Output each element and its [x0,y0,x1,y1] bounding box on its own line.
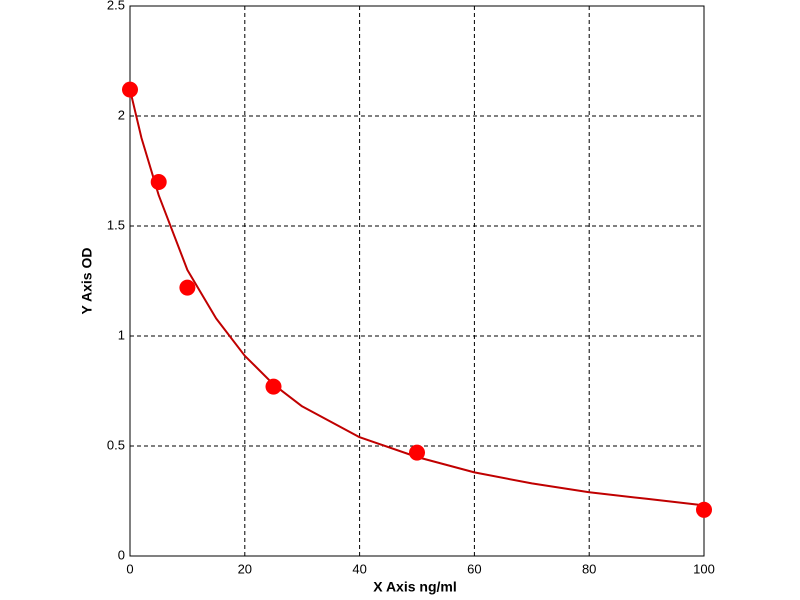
data-point [122,81,138,98]
y-tick-label: 2.5 [107,0,125,12]
y-tick-label: 1 [118,327,125,342]
x-axis-title: X Axis ng/ml [373,579,457,595]
x-tick-label: 100 [693,561,715,576]
x-tick-label: 60 [467,561,481,576]
data-point [265,378,282,395]
data-point [150,174,167,190]
data-point [179,279,196,296]
x-tick-label: 0 [126,561,133,576]
y-tick-label: 0.5 [107,437,125,452]
data-point [696,501,712,518]
y-tick-label: 0 [118,547,125,562]
plot-frame [129,5,705,557]
y-axis-title: Y Axis OD [79,248,95,315]
y-tick-label: 1.5 [107,217,125,232]
x-tick-label: 20 [238,561,252,576]
x-tick-label: 40 [352,561,366,576]
data-point [409,444,425,461]
y-tick-label: 2 [118,107,125,122]
x-tick-label: 80 [582,561,596,576]
fit-curve [129,89,705,507]
